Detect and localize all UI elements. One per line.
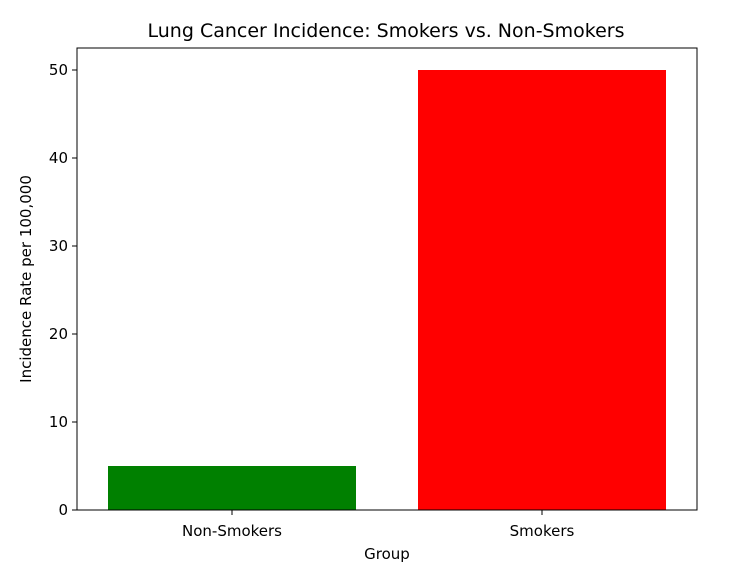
y-tick-label: 10	[49, 413, 68, 431]
y-tick-label: 40	[49, 149, 68, 167]
y-tick-label: 50	[49, 61, 68, 79]
bar-smokers	[418, 70, 666, 510]
axes-frame	[76, 47, 698, 511]
y-tick-label: 0	[58, 501, 68, 519]
y-tick-label: 20	[49, 325, 68, 343]
plot-area: Non-Smokers Smokers 0 10 20 30 40 50	[49, 61, 666, 540]
x-tick-label: Non-Smokers	[182, 522, 282, 540]
y-axis-label: Incidence Rate per 100,000	[17, 175, 35, 383]
y-tick-label: 30	[49, 237, 68, 255]
chart-title: Lung Cancer Incidence: Smokers vs. Non-S…	[148, 20, 625, 42]
x-tick-label: Smokers	[510, 522, 575, 540]
bar-non-smokers	[108, 466, 356, 510]
x-axis-label: Group	[364, 545, 410, 563]
